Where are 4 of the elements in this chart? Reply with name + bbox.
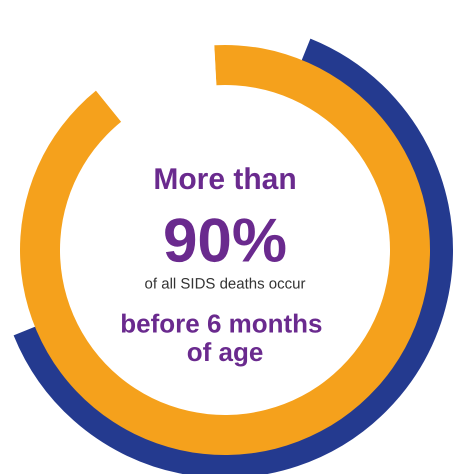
- text: before 6 months of age: [120, 308, 330, 367]
- text: More than: [153, 163, 297, 196]
- text: 90%: [162, 206, 288, 276]
- text: of all SIDS deaths occur: [144, 275, 306, 292]
